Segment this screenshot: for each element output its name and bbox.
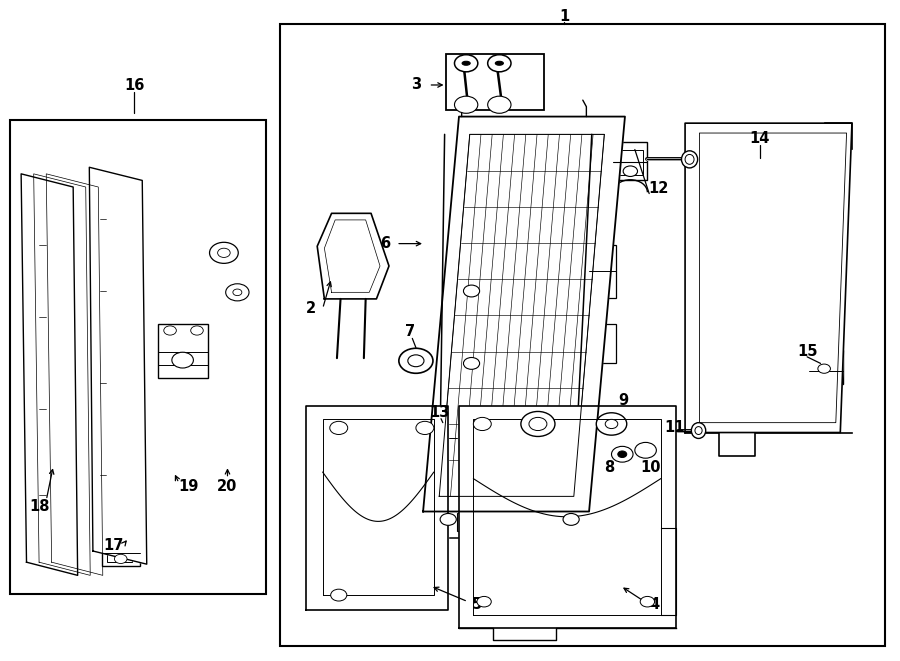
- Bar: [590, 324, 616, 364]
- Circle shape: [329, 421, 347, 434]
- Text: 16: 16: [124, 78, 144, 93]
- Bar: [430, 424, 468, 449]
- Circle shape: [640, 596, 654, 607]
- Text: 2: 2: [306, 301, 316, 316]
- Circle shape: [226, 284, 249, 301]
- Polygon shape: [21, 174, 77, 575]
- Circle shape: [114, 555, 127, 564]
- Text: 4: 4: [650, 598, 660, 613]
- Bar: [280, 24, 886, 646]
- Circle shape: [605, 419, 617, 428]
- Ellipse shape: [695, 426, 702, 434]
- Text: 9: 9: [618, 393, 628, 408]
- Circle shape: [488, 96, 511, 113]
- Circle shape: [164, 326, 176, 335]
- Bar: [809, 350, 843, 385]
- Text: 10: 10: [640, 460, 661, 475]
- Circle shape: [233, 289, 242, 295]
- Text: 3: 3: [410, 77, 421, 93]
- Text: 7: 7: [405, 325, 415, 339]
- Bar: [435, 430, 460, 446]
- Circle shape: [818, 364, 831, 373]
- Bar: [613, 142, 647, 180]
- Circle shape: [218, 249, 230, 257]
- Text: 20: 20: [217, 479, 238, 494]
- Text: 6: 6: [381, 236, 391, 251]
- Bar: [428, 502, 594, 538]
- Polygon shape: [423, 116, 625, 512]
- Polygon shape: [306, 407, 448, 610]
- Circle shape: [408, 355, 424, 367]
- Ellipse shape: [495, 61, 503, 65]
- Ellipse shape: [691, 422, 706, 438]
- Circle shape: [172, 352, 194, 368]
- Circle shape: [454, 96, 478, 113]
- Text: 15: 15: [796, 344, 817, 359]
- Bar: [158, 324, 208, 378]
- Circle shape: [611, 446, 633, 462]
- Circle shape: [617, 451, 626, 457]
- Circle shape: [210, 243, 239, 263]
- Text: 18: 18: [29, 499, 50, 514]
- Ellipse shape: [462, 61, 470, 65]
- Bar: [511, 513, 545, 531]
- Text: 1: 1: [559, 9, 569, 24]
- Text: 12: 12: [648, 182, 669, 196]
- Text: 14: 14: [750, 131, 770, 146]
- Circle shape: [596, 412, 626, 435]
- Circle shape: [399, 348, 433, 373]
- Circle shape: [477, 596, 491, 607]
- Circle shape: [330, 589, 346, 601]
- Text: 8: 8: [605, 460, 615, 475]
- Polygon shape: [89, 167, 147, 564]
- Circle shape: [521, 411, 555, 436]
- Polygon shape: [685, 123, 852, 432]
- Circle shape: [563, 514, 580, 525]
- Bar: [457, 513, 491, 531]
- Bar: [590, 245, 616, 297]
- Text: 11: 11: [664, 420, 685, 436]
- Ellipse shape: [681, 151, 698, 168]
- Circle shape: [454, 55, 478, 72]
- Circle shape: [634, 442, 656, 458]
- Circle shape: [488, 55, 511, 72]
- Circle shape: [529, 417, 547, 430]
- Bar: [531, 418, 565, 444]
- Circle shape: [440, 514, 456, 525]
- Circle shape: [464, 358, 480, 369]
- Bar: [102, 528, 140, 566]
- Circle shape: [473, 417, 491, 430]
- Polygon shape: [317, 214, 389, 299]
- Bar: [617, 150, 643, 175]
- Text: 19: 19: [178, 479, 198, 494]
- Circle shape: [464, 285, 480, 297]
- Bar: [536, 424, 557, 440]
- Ellipse shape: [685, 155, 694, 165]
- Circle shape: [416, 421, 434, 434]
- Text: 13: 13: [429, 405, 449, 420]
- Bar: [11, 120, 266, 594]
- Bar: [814, 356, 836, 381]
- Bar: [446, 54, 544, 110]
- Circle shape: [191, 326, 203, 335]
- Text: 5: 5: [472, 598, 482, 613]
- Polygon shape: [459, 407, 676, 628]
- Circle shape: [623, 166, 637, 176]
- Text: 17: 17: [104, 538, 123, 553]
- Bar: [107, 539, 132, 563]
